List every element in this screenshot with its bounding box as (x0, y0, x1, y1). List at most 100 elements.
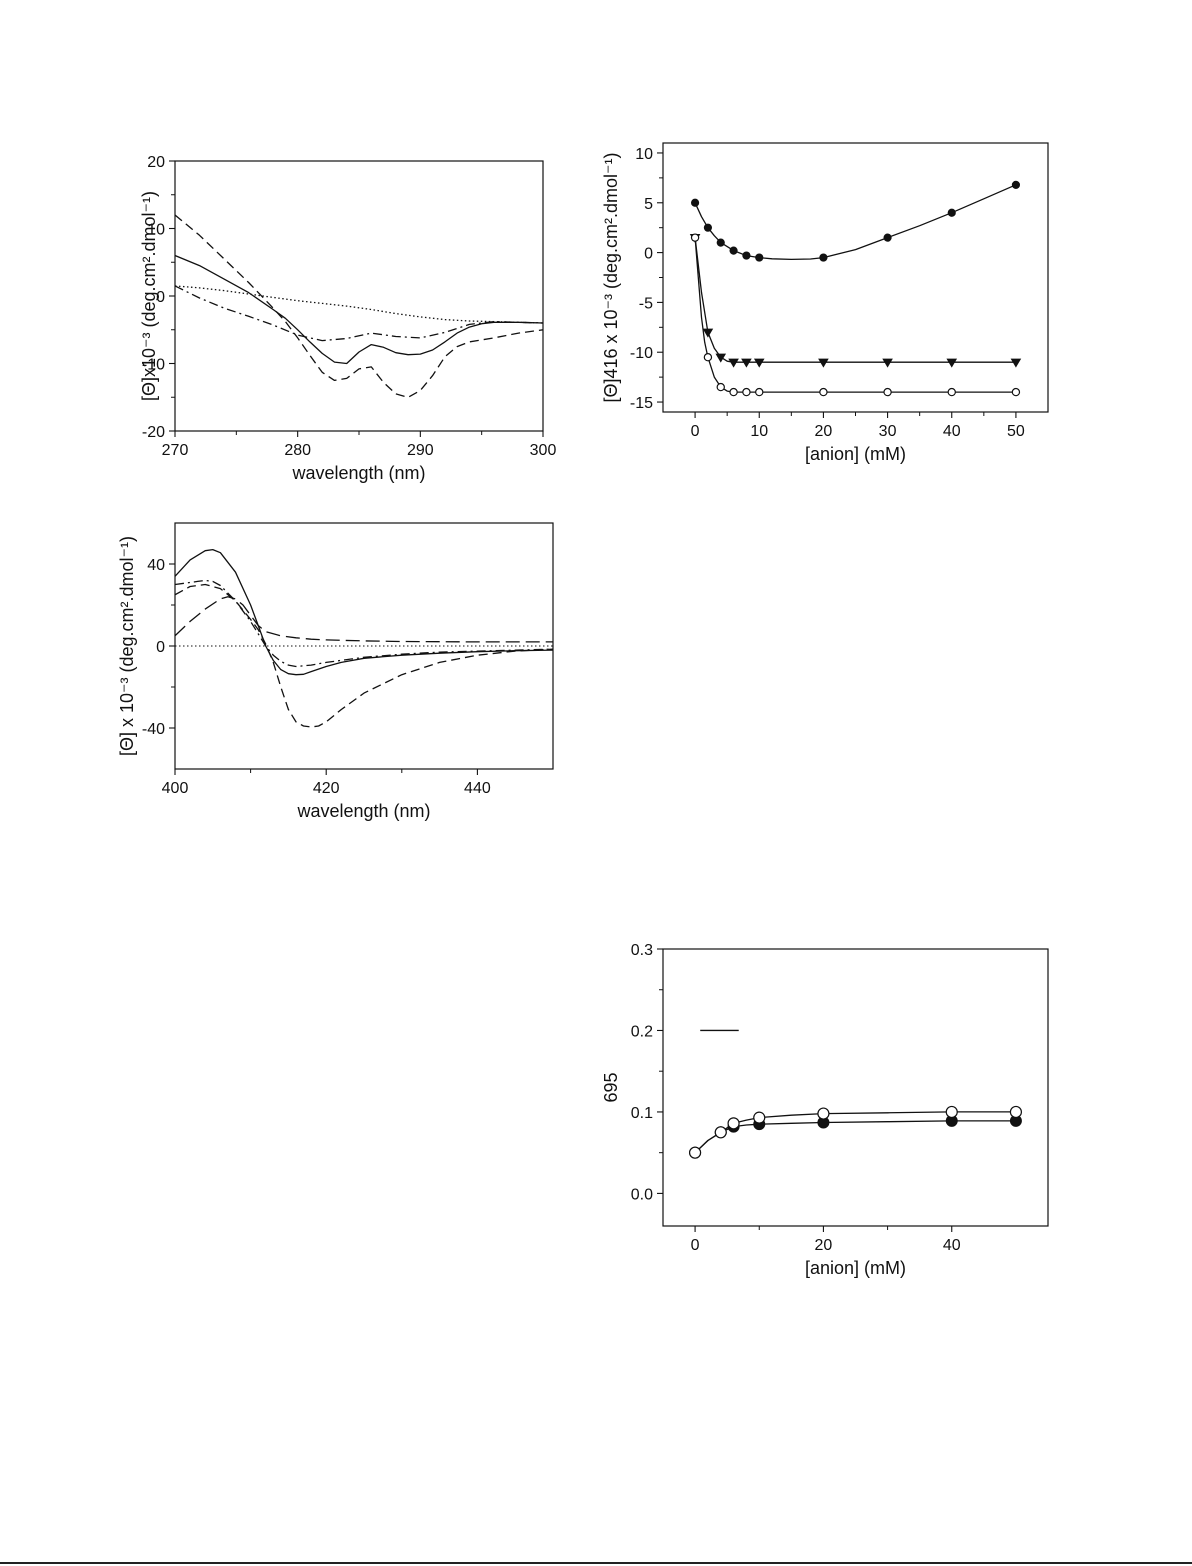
series-line-long-dash (175, 596, 553, 643)
plot-area (689, 180, 1022, 397)
y-tick-label: 10 (635, 146, 653, 163)
data-point-filled-circle (690, 198, 700, 207)
y-tick-label: -10 (142, 357, 165, 374)
panel-a695-vs-anion: 0 20 40 0.0 0.1 0.2 0.3 [anion] (mM) 695 (601, 942, 1049, 1278)
x-tick-label: 300 (530, 442, 557, 459)
plot-area (688, 1105, 1023, 1159)
x-tick-label: 290 (407, 442, 434, 459)
data-point-filled-circle (742, 251, 751, 260)
data-point-open-circle (742, 387, 751, 397)
page-bottom-rule (0, 1562, 1192, 1564)
data-point-triangle (741, 358, 752, 368)
x-tick-label: 10 (750, 423, 768, 440)
data-point-triangle (882, 358, 893, 368)
data-point-filled-circle (729, 246, 738, 255)
x-tick-label: 40 (943, 1237, 961, 1254)
x-tick-label: 30 (879, 423, 897, 440)
series-line-dashed (175, 583, 553, 728)
y-tick-label: 0 (156, 289, 165, 306)
y-tick-label: 0 (644, 246, 653, 263)
data-point-filled-circle (1011, 180, 1021, 189)
y-axis-label: [Θ] x 10⁻³ (deg.cm².dmol⁻¹) (117, 536, 137, 756)
data-point-open-circle (729, 387, 738, 397)
data-point-open-circle (703, 353, 713, 362)
series-line-solid (175, 254, 543, 365)
y-tick-label: 20 (147, 154, 165, 171)
data-point-open-circle (690, 233, 700, 242)
data-point-filled-circle (883, 233, 892, 242)
data-point-triangle (702, 328, 714, 338)
y-tick-label: -15 (630, 395, 653, 412)
y-tick-label: -5 (639, 295, 653, 312)
data-point-open-circle (883, 387, 892, 397)
y-tick-label: -20 (142, 424, 165, 441)
y-tick-label: 40 (147, 557, 165, 574)
y-axis-label: [Θ]416 x 10⁻³ (deg.cm².dmol⁻¹) (601, 152, 621, 402)
x-tick-label: 400 (162, 780, 189, 797)
y-tick-label: -10 (630, 345, 653, 362)
y-tick-label: 0.3 (631, 942, 653, 959)
series-line-dash-dot (175, 285, 543, 342)
data-point-open-circle (819, 387, 828, 397)
series-line-filled-circles (694, 1120, 1016, 1154)
series-line-dotted (175, 285, 543, 324)
data-point-open-circle (947, 387, 956, 397)
panel-theta416-vs-anion: 0 10 20 30 40 50 -15 -10 -5 0 5 10 [anion] (mM) [Θ]41… (601, 142, 1049, 464)
x-tick-label: 20 (815, 1237, 833, 1254)
data-point-triangle (753, 358, 765, 368)
x-tick-label: 420 (313, 780, 340, 797)
y-tick-label: 0.2 (631, 1023, 653, 1040)
series-line-filled-circles (694, 184, 1017, 261)
data-point-triangle (715, 353, 727, 363)
x-tick-label: 0 (691, 423, 700, 440)
series-line-solid (175, 548, 553, 676)
x-tick-label: 440 (464, 780, 491, 797)
data-point-open-circle (753, 1111, 766, 1124)
x-tick-label: 270 (162, 442, 189, 459)
data-point-open-circle (688, 1146, 702, 1159)
panel-soret-cd: 400 420 440 -40 0 40 wavelength (nm) [Θ] x 10⁻³… (117, 522, 554, 821)
data-point-open-circle (1009, 1105, 1023, 1119)
x-tick-label: 50 (1007, 423, 1025, 440)
data-point-open-circle (755, 387, 764, 397)
plot-area (175, 214, 543, 398)
plot-area (175, 548, 553, 728)
plot-frame (174, 160, 544, 432)
y-tick-label: 10 (147, 222, 165, 239)
y-tick-label: -40 (142, 721, 165, 738)
data-point-open-circle (727, 1117, 740, 1130)
y-tick-label: 0 (156, 639, 165, 656)
data-point-filled-circle (947, 208, 956, 217)
data-point-triangle (818, 358, 829, 368)
data-point-filled-circle (819, 253, 828, 262)
data-point-triangle (946, 358, 958, 368)
plot-frame (662, 142, 1049, 413)
data-point-open-circle (716, 382, 725, 392)
series-line-dash-dot (175, 579, 553, 668)
x-tick-label: 40 (943, 423, 961, 440)
x-tick-label: 0 (691, 1237, 700, 1254)
data-point-filled-circle (716, 238, 725, 247)
series-line-dashed (175, 214, 543, 398)
x-axis-label: [anion] (mM) (805, 1258, 906, 1278)
x-axis-label: [anion] (mM) (805, 444, 906, 464)
series-line-open-circles (694, 1111, 1016, 1154)
data-point-open-circle (817, 1107, 830, 1120)
data-point-open-circle (714, 1126, 727, 1139)
x-tick-label: 20 (815, 423, 833, 440)
series-line-open-circles (694, 237, 1016, 393)
y-axis-label: [Θ]x10⁻³ (deg.cm².dmol⁻¹) (139, 191, 159, 401)
x-axis-label: wavelength (nm) (291, 463, 425, 483)
plot-frame (662, 948, 1049, 1227)
data-point-filled-circle (703, 223, 713, 232)
data-point-triangle (728, 358, 739, 368)
panel-near-uv-cd: 270 280 290 300 -20 -10 0 10 20 wavelength (nm) [Θ… (139, 154, 557, 483)
y-axis-label: 695 (601, 1072, 621, 1102)
data-point-filled-circle (755, 253, 764, 262)
data-point-open-circle (945, 1105, 958, 1119)
x-tick-label: 280 (284, 442, 311, 459)
x-axis-label: wavelength (nm) (296, 801, 430, 821)
y-tick-label: 0.1 (631, 1105, 653, 1122)
data-point-open-circle (1011, 387, 1021, 397)
